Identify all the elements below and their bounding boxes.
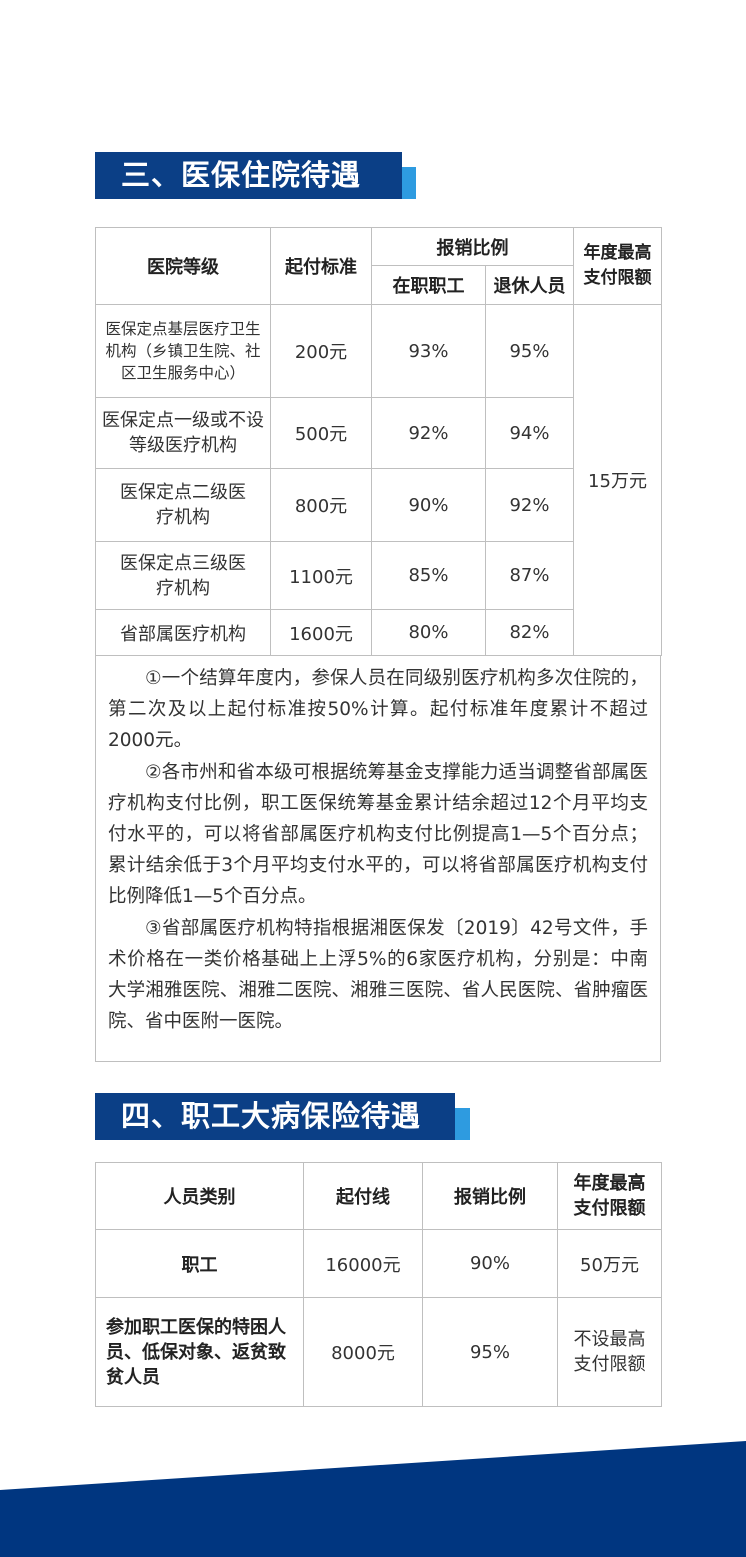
cell-threshold: 800元: [270, 468, 372, 542]
cell-level: 医保定点基层医疗卫生机构（乡镇卫生院、社区卫生服务中心）: [95, 304, 271, 398]
cell-level: 医保定点一级或不设等级医疗机构: [95, 397, 271, 469]
header-threshold: 起付标准: [270, 227, 372, 305]
cell-threshold: 500元: [270, 397, 372, 469]
header-retired: 退休人员: [485, 265, 574, 305]
section4-heading: 四、职工大病保险待遇: [95, 1093, 455, 1140]
cell-employed: 85%: [371, 541, 486, 610]
cell-retired: 92%: [485, 468, 574, 542]
table-row: 省部属医疗机构 1600元 80% 82%: [95, 609, 662, 656]
header-category: 人员类别: [95, 1162, 304, 1230]
cell-max: 50万元: [557, 1229, 662, 1298]
section3-heading: 三、医保住院待遇: [95, 152, 402, 199]
header-ratio: 报销比例: [422, 1162, 558, 1230]
cell-employed: 80%: [371, 609, 486, 656]
cell-retired: 95%: [485, 304, 574, 398]
cell-level: 省部属医疗机构: [95, 609, 271, 656]
cell-retired: 94%: [485, 397, 574, 469]
cell-retired: 82%: [485, 609, 574, 656]
cell-category: 职工: [95, 1229, 304, 1298]
hospitalization-table: 医院等级 起付标准 报销比例 年度最高支付限额 在职职工 退休人员 医保定点基层…: [95, 227, 662, 656]
note-3: ③省部属医疗机构特指根据湘医保发〔2019〕42号文件，手术价格在一类价格基础上…: [108, 917, 648, 1033]
table-row: 医保定点二级医疗机构 800元 90% 92%: [95, 468, 662, 542]
critical-illness-table: 人员类别 起付线 报销比例 年度最高支付限额 职工 16000元 90% 50万…: [95, 1162, 662, 1407]
cell-retired: 87%: [485, 541, 574, 610]
footer-band-shape: [0, 1441, 746, 1557]
cell-category: 参加职工医保的特困人员、低保对象、返贫致贫人员: [95, 1297, 304, 1407]
table-row: 医保定点基层医疗卫生机构（乡镇卫生院、社区卫生服务中心） 200元 93% 95…: [95, 304, 662, 656]
cell-employed: 92%: [371, 397, 486, 469]
note-1: ①一个结算年度内，参保人员在同级别医疗机构多次住院的，第二次及以上起付标准按50…: [108, 668, 648, 752]
note-2: ②各市州和省本级可根据统筹基金支撑能力适当调整省部属医疗机构支付比例，职工医保统…: [108, 761, 648, 908]
table-row: 医保定点三级医疗机构 1100元 85% 87%: [95, 541, 662, 610]
cell-threshold: 16000元: [303, 1229, 423, 1298]
cell-threshold: 200元: [270, 304, 372, 398]
notes-box: ①一个结算年度内，参保人员在同级别医疗机构多次住院的，第二次及以上起付标准按50…: [95, 655, 661, 1062]
cell-threshold: 8000元: [303, 1297, 423, 1407]
heading-accent: [455, 1108, 470, 1140]
cell-max: 不设最高支付限额: [557, 1297, 662, 1407]
table-row: 职工 16000元 90% 50万元: [95, 1229, 662, 1298]
header-employed: 在职职工: [371, 265, 486, 305]
table-row: 参加职工医保的特困人员、低保对象、返贫致贫人员 8000元 95% 不设最高支付…: [95, 1297, 662, 1407]
cell-level: 医保定点二级医疗机构: [95, 468, 271, 542]
cell-ratio: 95%: [422, 1297, 558, 1407]
header-max: 年度最高支付限额: [573, 227, 662, 305]
heading-accent: [402, 167, 416, 199]
table-row: 医保定点一级或不设等级医疗机构 500元 92% 94%: [95, 397, 662, 469]
header-ratio: 报销比例: [371, 227, 574, 266]
cell-threshold: 1600元: [270, 609, 372, 656]
cell-employed: 90%: [371, 468, 486, 542]
header-level: 医院等级: [95, 227, 271, 305]
cell-level: 医保定点三级医疗机构: [95, 541, 271, 610]
cell-max: 15万元: [573, 304, 662, 656]
